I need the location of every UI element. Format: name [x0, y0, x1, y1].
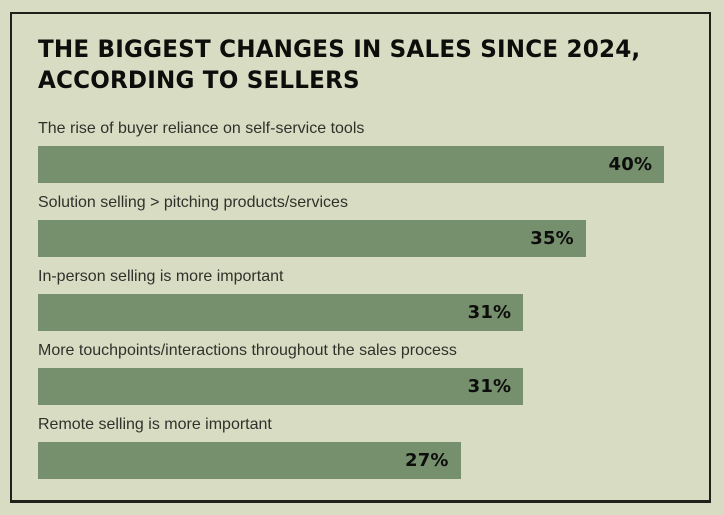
- bar-track: 40%: [38, 146, 683, 184]
- bar: 35%: [38, 220, 586, 258]
- bar-row: The rise of buyer reliance on self-servi…: [38, 119, 683, 184]
- bar-row: Solution selling > pitching products/ser…: [38, 193, 683, 258]
- bar-value-label: 40%: [608, 154, 653, 176]
- bar-value-label: 31%: [467, 302, 512, 324]
- bar-category-label: Remote selling is more important: [38, 416, 272, 434]
- chart-title: THE BIGGEST CHANGES IN SALES SINCE 2024,…: [38, 34, 657, 95]
- bar-value-label: 31%: [467, 376, 512, 398]
- bar-track: 31%: [38, 368, 683, 406]
- chart-card: THE BIGGEST CHANGES IN SALES SINCE 2024,…: [10, 12, 711, 503]
- bar-category-label: In-person selling is more important: [38, 268, 284, 286]
- bar: 31%: [38, 368, 524, 406]
- bar: 31%: [38, 294, 524, 332]
- chart-title-line-1: THE BIGGEST CHANGES IN SALES SINCE 2024,: [38, 35, 641, 63]
- bar-track: 27%: [38, 442, 683, 480]
- bar-row: More touchpoints/interactions throughout…: [38, 341, 683, 406]
- bar-row: In-person selling is more important 31%: [38, 267, 683, 332]
- chart-title-line-2: ACCORDING TO SELLERS: [38, 65, 360, 94]
- bar: 40%: [38, 146, 665, 184]
- bar-track: 35%: [38, 220, 683, 258]
- bar-row: Remote selling is more important 27%: [38, 415, 683, 480]
- bar: 27%: [38, 442, 461, 480]
- bar-value-label: 35%: [530, 228, 574, 250]
- bar-track: 31%: [38, 294, 683, 332]
- bar-category-label: Solution selling > pitching products/ser…: [38, 194, 348, 212]
- bar-value-label: 27%: [404, 450, 449, 472]
- bar-category-label: The rise of buyer reliance on self-servi…: [38, 120, 365, 138]
- bar-chart: The rise of buyer reliance on self-servi…: [38, 119, 683, 480]
- bar-category-label: More touchpoints/interactions throughout…: [38, 342, 457, 360]
